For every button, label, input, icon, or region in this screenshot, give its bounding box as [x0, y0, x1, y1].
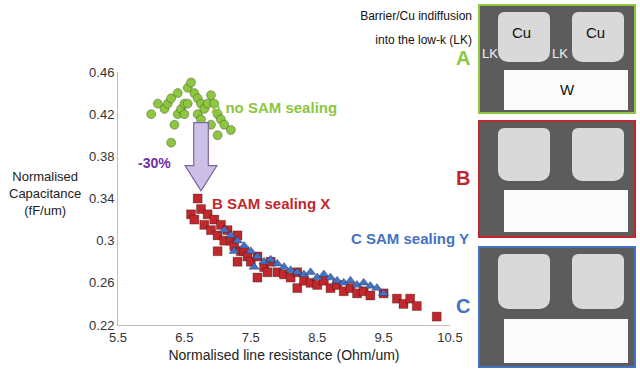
- html-text:LK: LK: [482, 46, 498, 61]
- html-text:LK: LK: [552, 46, 568, 61]
- svg-text:0.42: 0.42: [89, 107, 114, 122]
- html-text:Cu: Cu: [586, 24, 606, 41]
- svg-text:6.5: 6.5: [175, 330, 193, 345]
- svg-text:-30%: -30%: [138, 155, 171, 171]
- svg-text:5.5: 5.5: [109, 330, 127, 345]
- svg-text:0.46: 0.46: [89, 65, 114, 80]
- svg-text:A no SAM sealing: A no SAM sealing: [211, 99, 337, 116]
- svg-text:C SAM sealing Y: C SAM sealing Y: [351, 230, 469, 247]
- svg-text:9.5: 9.5: [375, 330, 393, 345]
- svg-text:7.5: 7.5: [242, 330, 260, 345]
- svg-text:0.26: 0.26: [89, 275, 114, 290]
- svg-text:0.22: 0.22: [89, 318, 114, 333]
- html-text:C: C: [456, 295, 471, 317]
- svg-text:0.34: 0.34: [89, 191, 114, 206]
- html-text:Cu: Cu: [512, 24, 532, 41]
- svg-text:0.3: 0.3: [96, 233, 114, 248]
- html-text:into the low-k (LK): into the low-k (LK): [375, 33, 472, 47]
- svg-text:NormalisedCapacitance(fF/um): NormalisedCapacitance(fF/um): [9, 169, 81, 218]
- html-text:A: A: [456, 47, 471, 69]
- svg-text:8.5: 8.5: [308, 330, 326, 345]
- html-text:B: B: [456, 167, 471, 189]
- svg-text:Normalised line resistance (Oh: Normalised line resistance (Ohm/um): [168, 347, 399, 363]
- html-text:Barrier/Cu indiffusion: Barrier/Cu indiffusion: [360, 9, 472, 23]
- svg-text:B SAM sealing X: B SAM sealing X: [212, 195, 330, 212]
- html-text:W: W: [560, 81, 575, 98]
- svg-text:0.38: 0.38: [89, 149, 114, 164]
- svg-text:10.5: 10.5: [437, 330, 462, 345]
